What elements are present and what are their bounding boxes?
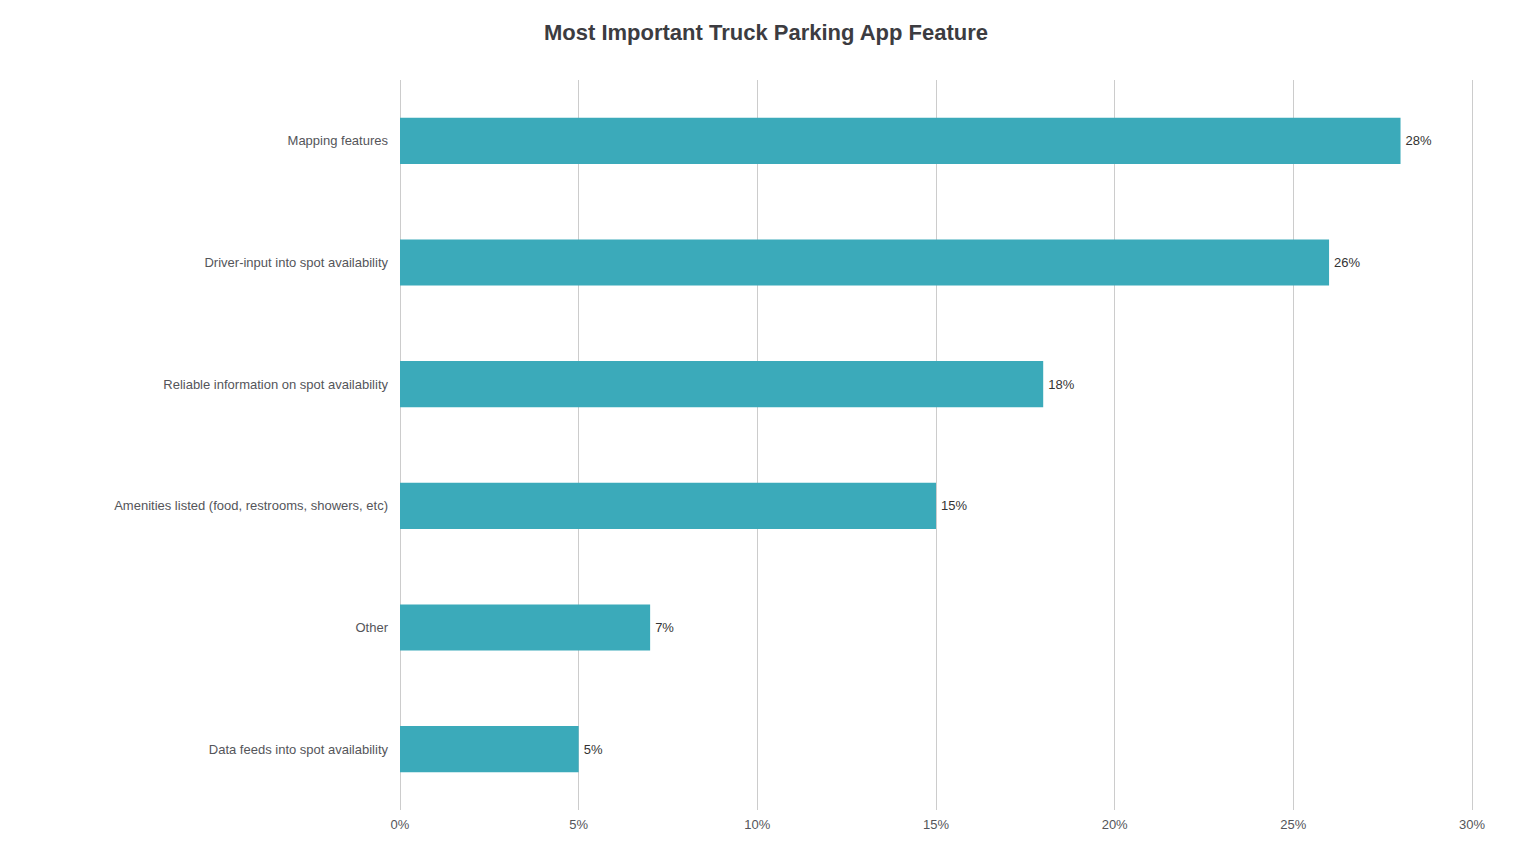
svg-text:30%: 30% <box>1459 817 1485 832</box>
svg-text:Other: Other <box>355 620 388 635</box>
svg-text:Amenities listed (food, restro: Amenities listed (food, restrooms, showe… <box>114 498 388 513</box>
svg-text:28%: 28% <box>1406 133 1432 148</box>
svg-text:Driver-input into spot availab: Driver-input into spot availability <box>204 255 388 270</box>
svg-text:5%: 5% <box>569 817 588 832</box>
svg-text:18%: 18% <box>1048 377 1074 392</box>
svg-text:15%: 15% <box>941 498 967 513</box>
svg-text:26%: 26% <box>1334 255 1360 270</box>
svg-text:20%: 20% <box>1102 817 1128 832</box>
svg-text:7%: 7% <box>655 620 674 635</box>
svg-text:Most Important Truck Parking A: Most Important Truck Parking App Feature <box>544 20 988 45</box>
svg-text:Mapping features: Mapping features <box>288 133 389 148</box>
svg-text:10%: 10% <box>744 817 770 832</box>
svg-text:Data feeds into spot availabil: Data feeds into spot availability <box>209 742 389 757</box>
svg-text:25%: 25% <box>1280 817 1306 832</box>
svg-text:0%: 0% <box>391 817 410 832</box>
svg-text:5%: 5% <box>584 742 603 757</box>
svg-text:Reliable information on spot a: Reliable information on spot availabilit… <box>163 377 388 392</box>
svg-text:15%: 15% <box>923 817 949 832</box>
